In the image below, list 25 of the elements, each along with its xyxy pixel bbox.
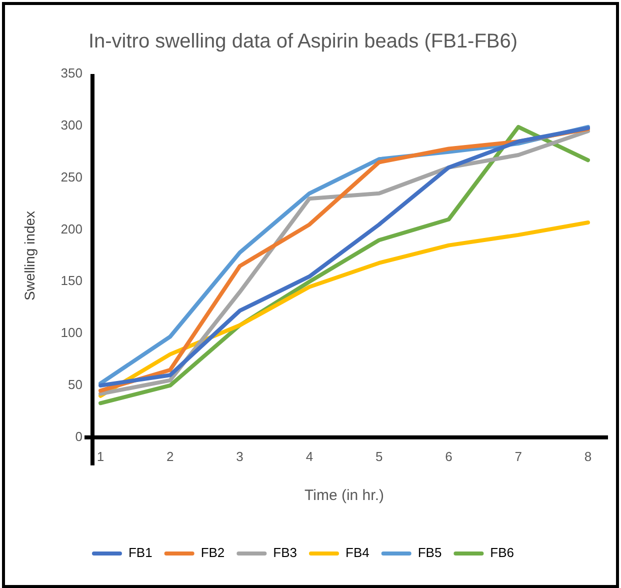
x-tick-label: 4 xyxy=(306,448,314,464)
x-tick-label: 5 xyxy=(375,448,383,464)
x-tick-label: 7 xyxy=(514,448,522,464)
legend-label: FB2 xyxy=(200,545,225,560)
y-tick-label: 350 xyxy=(60,66,82,81)
legend-label: FB5 xyxy=(418,545,442,560)
x-tick-label: 6 xyxy=(445,448,452,464)
y-tick-label: 0 xyxy=(75,428,82,444)
legend-label: FB3 xyxy=(273,545,297,560)
legend-label: FB4 xyxy=(346,545,370,560)
x-tick-label: 8 xyxy=(584,448,592,464)
y-tick-label: 100 xyxy=(60,325,82,340)
chart-title: In-vitro swelling data of Aspirin beads (FB1-FB6) xyxy=(88,30,518,53)
y-tick-label: 250 xyxy=(60,169,82,184)
x-tick-label: 1 xyxy=(96,448,104,464)
x-axis-title: Time (in hr.) xyxy=(304,487,384,504)
x-tick-label: 2 xyxy=(166,448,174,464)
legend-label: FB6 xyxy=(490,545,514,560)
x-tick-label: 3 xyxy=(236,448,244,464)
y-tick-label: 200 xyxy=(60,221,82,236)
y-axis-title: Swelling index xyxy=(21,210,38,300)
legend-label: FB1 xyxy=(128,545,152,560)
y-tick-label: 150 xyxy=(60,273,82,288)
y-tick-label: 50 xyxy=(68,377,82,392)
y-tick-label: 300 xyxy=(60,117,82,132)
